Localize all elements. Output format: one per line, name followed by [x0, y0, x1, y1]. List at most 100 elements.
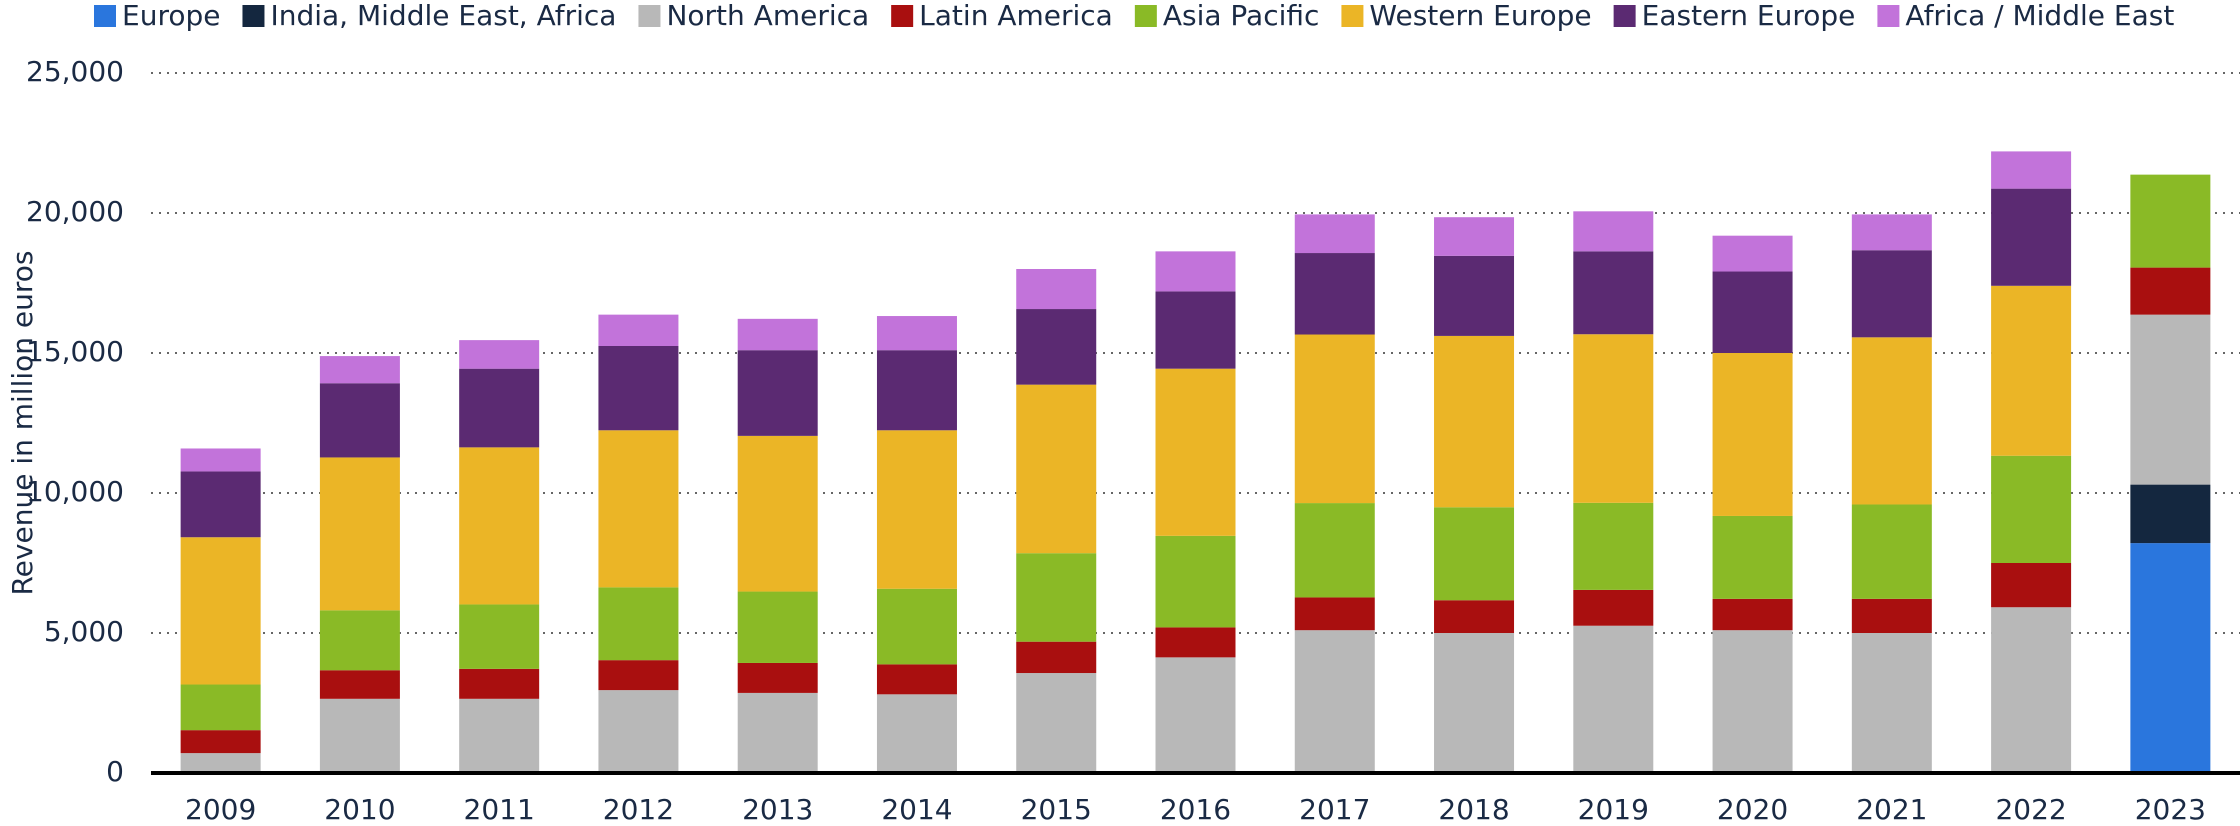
bar-segment: [598, 346, 679, 431]
legend-label: Asia Pacific: [1163, 0, 1320, 32]
bar-segment: [1712, 271, 1793, 353]
bar-segment: [1573, 251, 1654, 335]
x-tick-label: 2016: [1160, 793, 1231, 826]
bar-segment: [1573, 502, 1654, 590]
x-tick-label: 2010: [324, 793, 395, 826]
bar-segment: [1155, 368, 1236, 536]
bar-segment: [876, 316, 957, 351]
legend-swatch: [1877, 5, 1900, 27]
bar-segment: [1851, 337, 1932, 505]
bar-segment: [1155, 657, 1236, 773]
bar-segment: [1016, 641, 1097, 674]
y-tick-label: 10,000: [26, 475, 124, 508]
bar-segment: [1991, 151, 2072, 189]
bar-segment: [2130, 484, 2211, 544]
bar-segment: [1434, 255, 1515, 336]
bar-segment: [1294, 503, 1375, 598]
bar-segment: [180, 537, 261, 685]
bar-segment: [876, 694, 957, 773]
x-tick-label: 2023: [2135, 793, 2206, 826]
bar-segment: [319, 670, 400, 699]
bar-segment: [2130, 267, 2211, 315]
bar-segment: [598, 587, 679, 661]
bar-segment: [876, 588, 957, 665]
bar-segment: [1016, 269, 1097, 310]
bar-segment: [876, 350, 957, 431]
x-tick-label: 2021: [1856, 793, 1927, 826]
y-tick-label: 5,000: [44, 615, 124, 648]
bar-segment: [319, 383, 400, 458]
bar-segment: [1712, 630, 1793, 773]
bar-segment: [1851, 633, 1932, 773]
bar-segment: [1991, 285, 2072, 456]
y-axis-label: Revenue in million euros: [6, 250, 39, 595]
bar-segment: [1712, 515, 1793, 599]
x-tick-label: 2019: [1578, 793, 1649, 826]
bar-segment: [180, 448, 261, 472]
bar-segment: [876, 664, 957, 695]
bar-segment: [1851, 598, 1932, 633]
bar-segment: [459, 698, 540, 773]
bar-segment: [459, 668, 540, 699]
bar-segment: [180, 684, 261, 731]
bar-segment: [1155, 291, 1236, 369]
bar-segment: [180, 471, 261, 538]
bar-segment: [2130, 314, 2211, 485]
bar-segment: [1294, 597, 1375, 631]
bar-segment: [2130, 174, 2211, 268]
x-tick-label: 2022: [1995, 793, 2066, 826]
bar-segment: [1155, 535, 1236, 628]
bar-segment: [598, 430, 679, 588]
legend-label: India, Middle East, Africa: [270, 0, 616, 32]
legend-label: Western Europe: [1369, 0, 1591, 32]
bar-segment: [737, 692, 818, 773]
legend-swatch: [638, 5, 661, 27]
bar-segment: [1991, 188, 2072, 286]
legend-label: Africa / Middle East: [1905, 0, 2174, 32]
bar-segment: [1573, 589, 1654, 626]
legend-swatch: [1341, 5, 1364, 27]
bar-segment: [876, 430, 957, 589]
x-tick-label: 2013: [742, 793, 813, 826]
bar-segment: [1712, 353, 1793, 516]
bar-segment: [737, 435, 818, 592]
x-tick-label: 2015: [1021, 793, 1092, 826]
bar-segment: [1294, 214, 1375, 254]
bar-segment: [598, 690, 679, 773]
x-tick-label: 2020: [1717, 793, 1788, 826]
legend-label: Eastern Europe: [1642, 0, 1856, 32]
bar-segment: [1155, 251, 1236, 292]
bar-segment: [2130, 543, 2211, 773]
bar-segment: [737, 591, 818, 663]
bar-segment: [1155, 627, 1236, 658]
legend-swatch: [1134, 5, 1157, 27]
legend-swatch: [242, 5, 265, 27]
bar-segment: [1573, 334, 1654, 503]
bar-segment: [1016, 309, 1097, 385]
bar-segment: [459, 604, 540, 669]
x-tick-label: 2009: [185, 793, 256, 826]
bar-segment: [1016, 384, 1097, 554]
x-tick-label: 2018: [1438, 793, 1509, 826]
bar-segment: [459, 447, 540, 605]
bar-segment: [598, 660, 679, 691]
x-tick-label: 2017: [1299, 793, 1370, 826]
bar-segment: [319, 457, 400, 611]
bar-segment: [1991, 607, 2072, 773]
legend-label: North America: [666, 0, 869, 32]
bar-segment: [1712, 235, 1793, 272]
bar-segment: [1434, 507, 1515, 601]
bar-segment: [1851, 250, 1932, 338]
legend-swatch: [1613, 5, 1636, 27]
bar-segment: [1434, 600, 1515, 633]
legend-swatch: [94, 5, 116, 27]
bar-segment: [1434, 633, 1515, 773]
bar-segment: [1294, 334, 1375, 504]
bar-segment: [598, 314, 679, 346]
bar-segment: [180, 730, 261, 754]
bar-segment: [319, 610, 400, 671]
bar-segment: [1016, 673, 1097, 773]
bar-segment: [737, 350, 818, 436]
bar-segment: [180, 753, 261, 773]
